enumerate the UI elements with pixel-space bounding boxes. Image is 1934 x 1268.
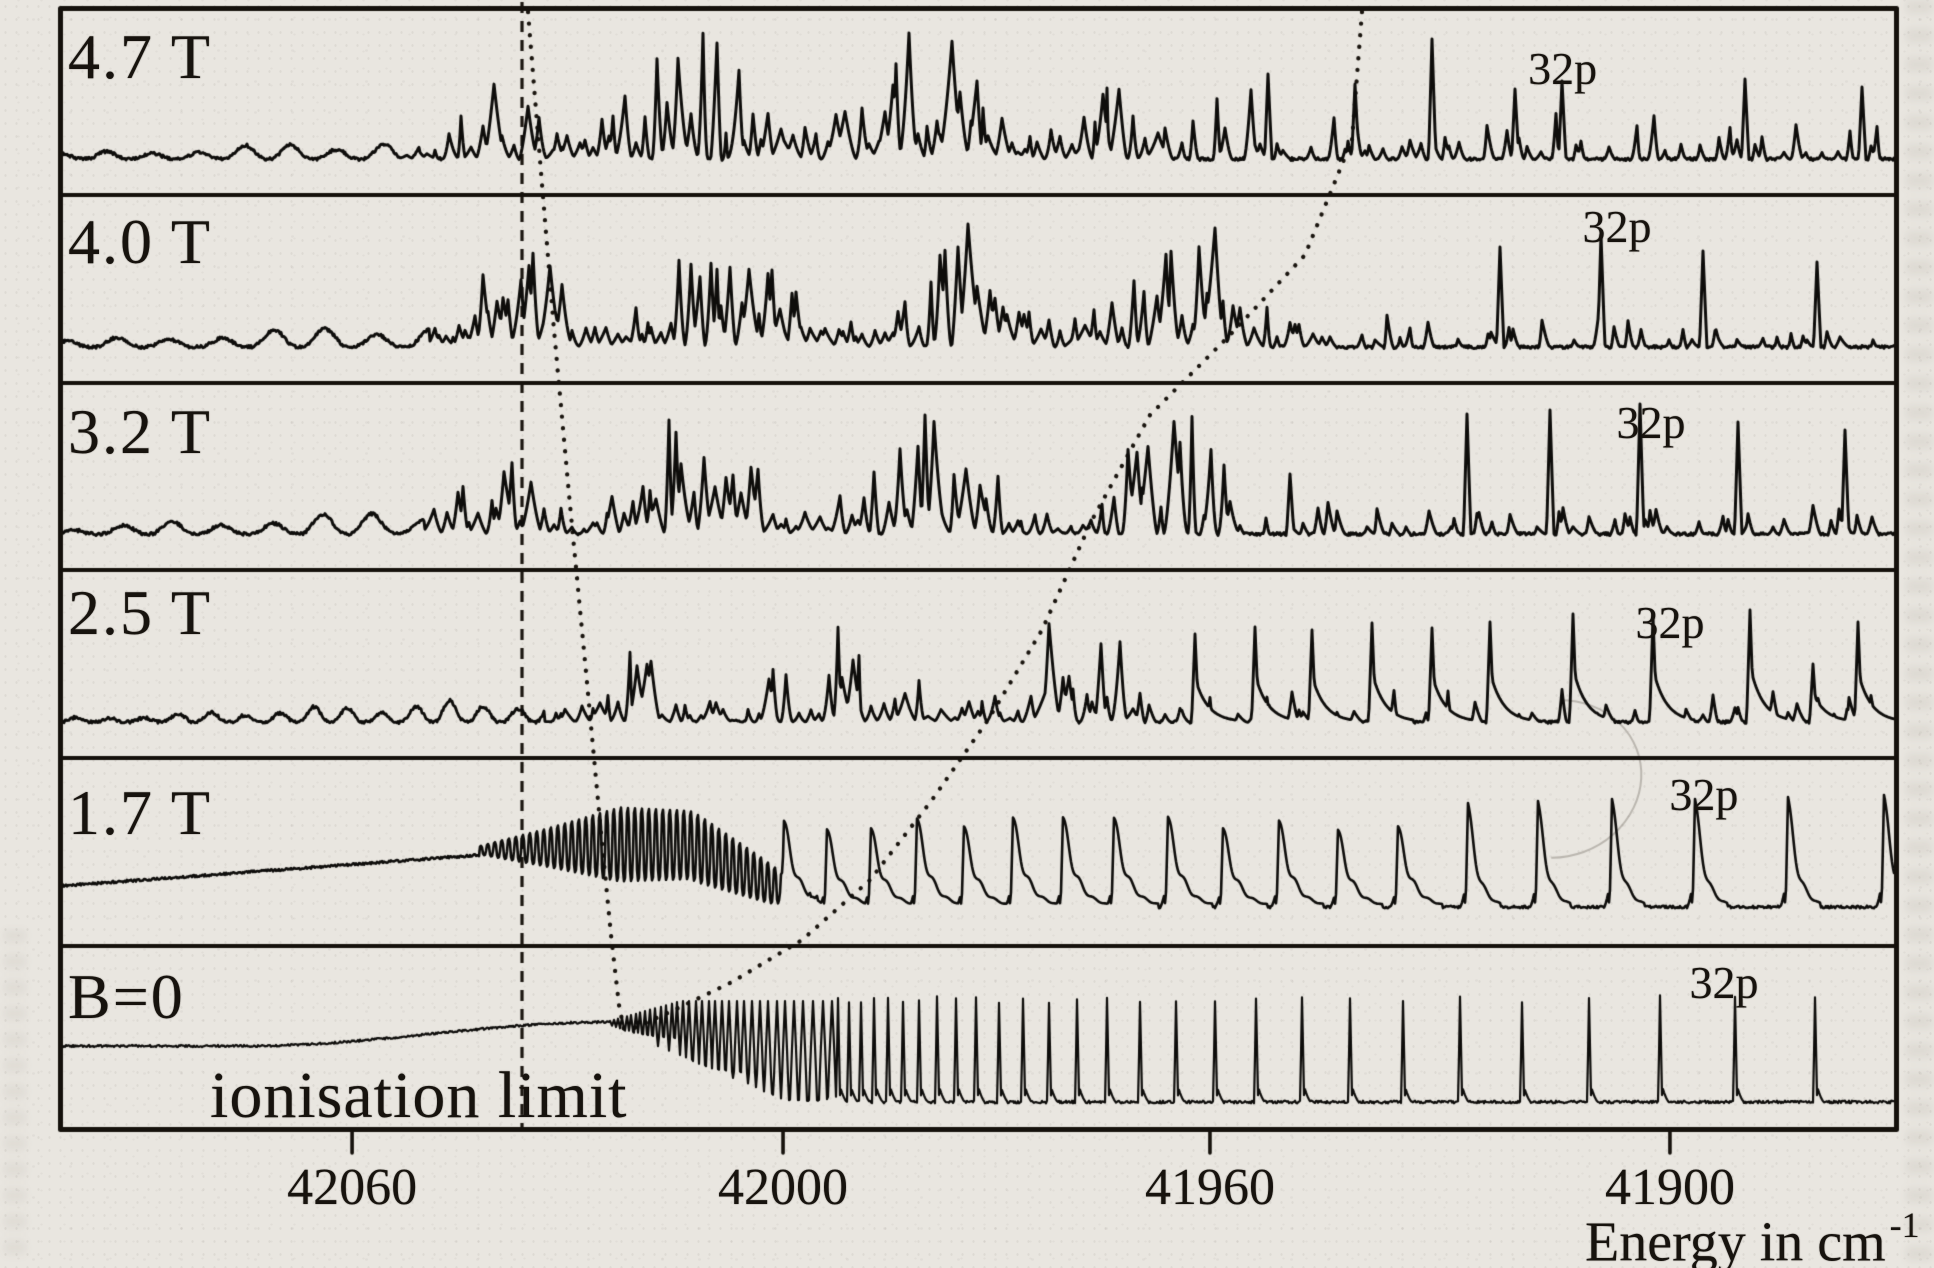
scanned-figure-page: 4.7 T 4.0 T 3.2 T 2.5 T 1.7 T B=0 32p 32… xyxy=(0,0,1934,1268)
spectra-canvas xyxy=(0,0,1934,1268)
